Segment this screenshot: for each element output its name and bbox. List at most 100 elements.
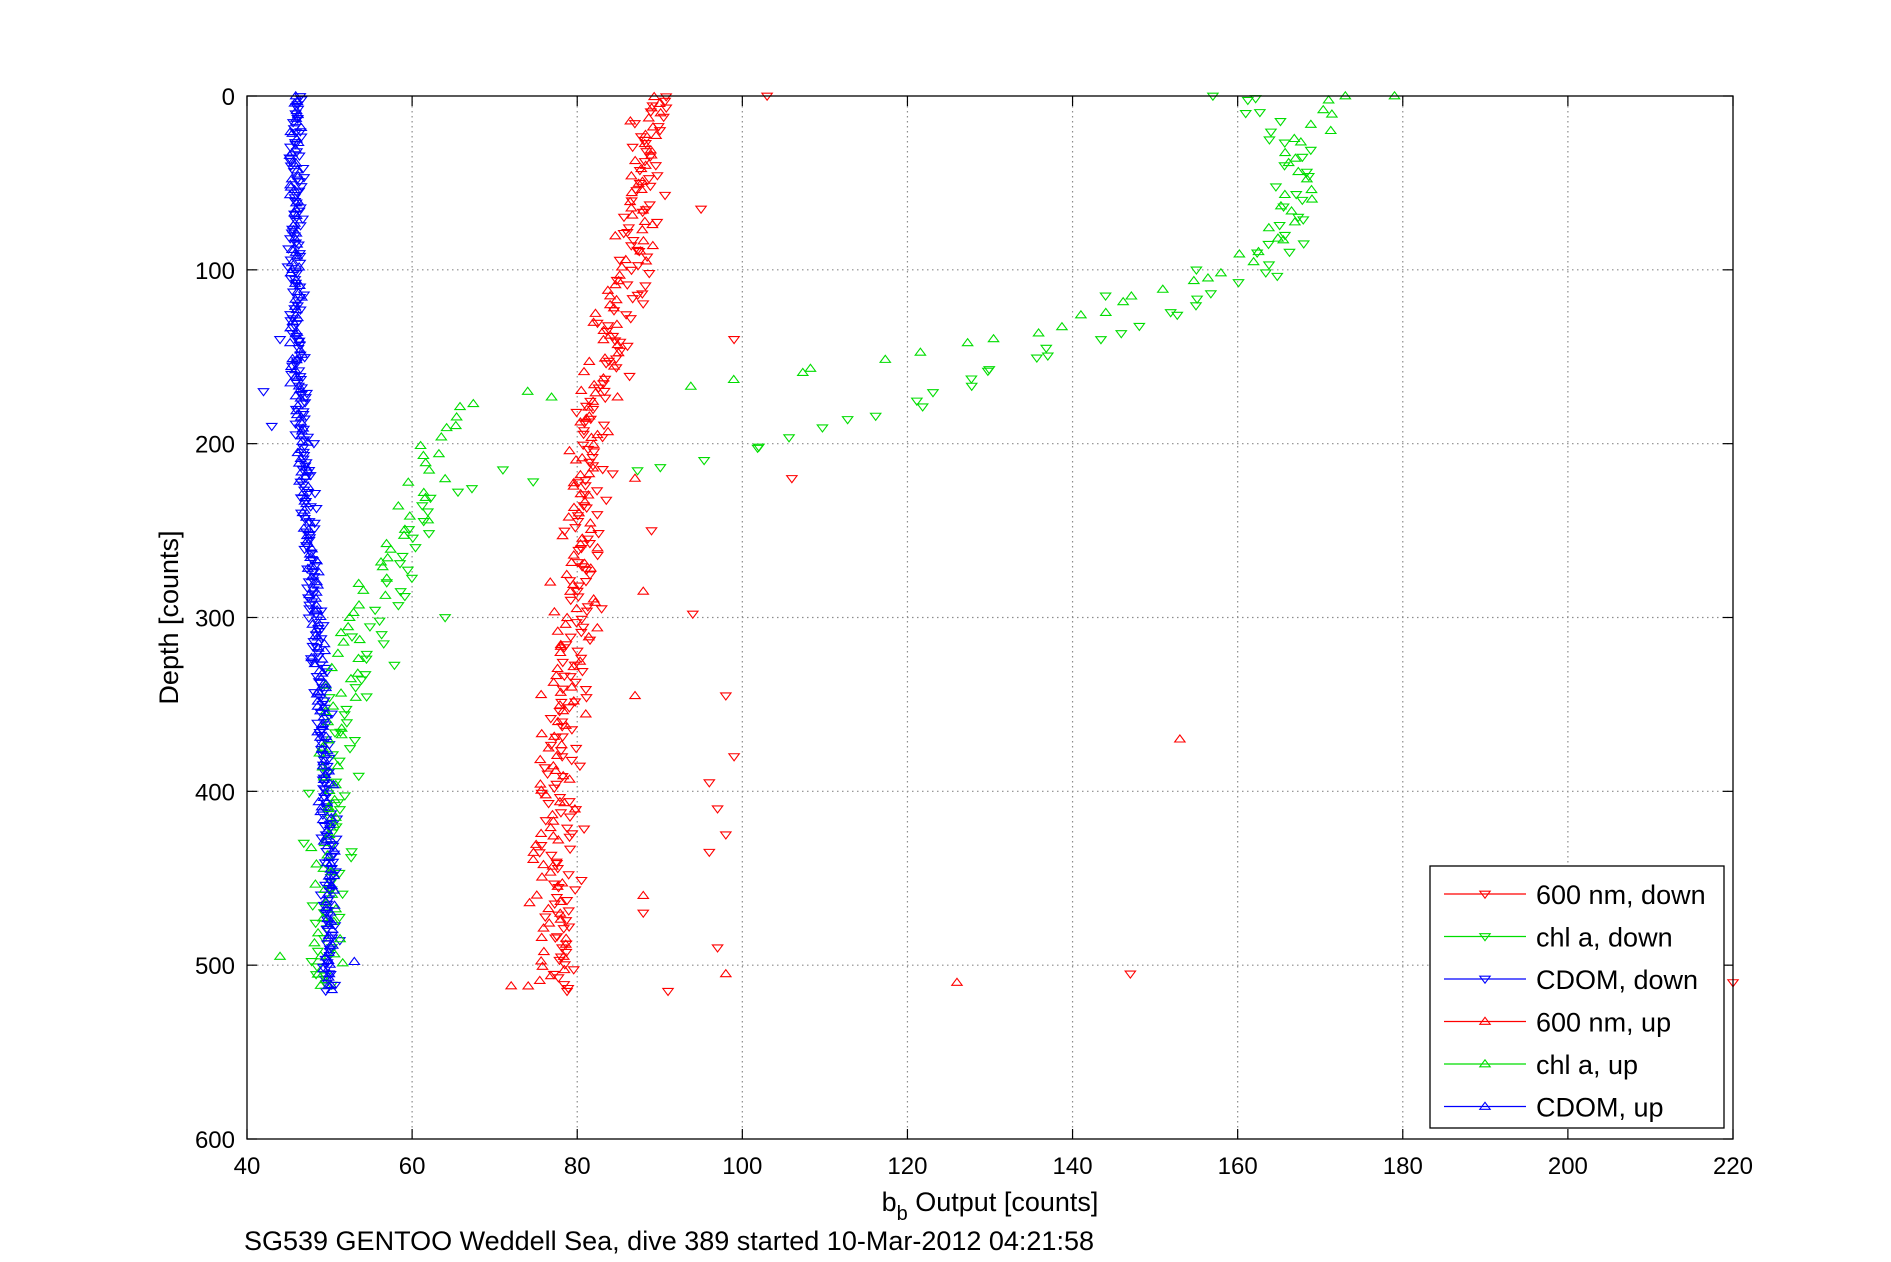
data-point: [542, 918, 556, 927]
data-point: [295, 436, 309, 445]
data-point: [289, 328, 302, 338]
data-point: [816, 424, 829, 433]
legend-item: chl a, up: [1444, 1050, 1638, 1080]
legend-marker: [1478, 1058, 1492, 1068]
data-point: [542, 800, 555, 809]
data-point: [333, 913, 346, 923]
data-point: [526, 854, 540, 864]
data-point: [1276, 234, 1290, 244]
data-point: [289, 90, 302, 100]
data-point: [401, 566, 415, 576]
data-point: [309, 630, 322, 639]
data-point: [317, 702, 331, 711]
data-point: [611, 391, 624, 401]
data-point: [352, 653, 365, 663]
data-point: [639, 255, 653, 265]
data-point: [318, 779, 331, 789]
data-point: [541, 770, 554, 779]
data-point: [338, 792, 352, 801]
data-point: [300, 389, 314, 399]
y-tick-label: 300: [195, 606, 235, 633]
data-point: [636, 205, 650, 214]
data-point: [319, 682, 333, 692]
data-point: [547, 816, 560, 825]
data-point: [841, 416, 854, 425]
data-point: [1269, 183, 1283, 192]
data-point: [623, 372, 636, 382]
data-point: [567, 696, 581, 705]
data-point: [297, 291, 311, 301]
legend-label: CDOM, down: [1536, 965, 1698, 995]
data-point: [316, 721, 330, 730]
data-point: [320, 825, 334, 834]
legend-label: chl a, down: [1536, 923, 1673, 953]
data-point: [286, 315, 300, 324]
data-point: [302, 789, 316, 799]
data-point: [302, 524, 315, 534]
data-point: [577, 502, 590, 511]
data-point: [296, 215, 310, 225]
data-point: [627, 236, 640, 246]
data-point: [380, 579, 394, 588]
data-point: [569, 744, 583, 754]
data-point: [303, 589, 316, 599]
data-point: [644, 182, 657, 192]
data-point: [530, 890, 544, 899]
data-point: [569, 454, 583, 464]
data-point: [1239, 110, 1252, 119]
data-point: [573, 762, 587, 772]
data-point: [573, 656, 587, 665]
data-point: [304, 552, 317, 561]
data-point: [326, 842, 340, 852]
data-point: [564, 633, 578, 643]
data-point: [388, 661, 401, 671]
data-point: [288, 216, 302, 225]
data-point: [424, 494, 437, 504]
data-point: [636, 300, 650, 309]
data-point: [322, 955, 335, 964]
data-point: [318, 645, 332, 655]
data-point: [326, 940, 340, 949]
data-point: [727, 336, 741, 345]
data-point: [289, 405, 303, 415]
data-point: [320, 797, 334, 806]
data-point: [1278, 189, 1292, 199]
data-point: [302, 578, 316, 587]
data-point: [556, 773, 569, 782]
data-point: [684, 381, 698, 390]
data-point: [330, 815, 344, 825]
data-point: [286, 220, 300, 229]
data-point: [539, 817, 553, 826]
data-point: [597, 373, 610, 382]
data-point: [565, 557, 578, 566]
data-point: [1114, 330, 1128, 339]
data-point: [1282, 157, 1295, 167]
data-point: [286, 119, 300, 128]
data-point: [312, 566, 325, 576]
data-point: [579, 685, 593, 695]
data-point: [1190, 266, 1203, 275]
data-point: [535, 841, 548, 851]
y-tick-label: 0: [222, 84, 235, 111]
data-point: [609, 279, 622, 289]
data-point: [649, 162, 663, 171]
data-point: [703, 848, 716, 858]
legend-item: 600 nm, down: [1444, 880, 1706, 910]
data-point: [292, 382, 306, 392]
data-point: [554, 914, 567, 923]
data-point: [283, 150, 296, 159]
data-point: [311, 580, 325, 589]
data-point: [1206, 92, 1220, 102]
data-point: [547, 731, 561, 740]
data-point: [645, 527, 658, 536]
data-point: [305, 652, 318, 662]
data-point: [658, 97, 672, 107]
data-point: [305, 543, 319, 553]
data-point: [292, 171, 305, 180]
data-point: [326, 924, 339, 934]
data-point: [1288, 133, 1301, 143]
data-point: [300, 530, 314, 540]
data-point: [559, 720, 573, 729]
data-point: [312, 617, 325, 627]
